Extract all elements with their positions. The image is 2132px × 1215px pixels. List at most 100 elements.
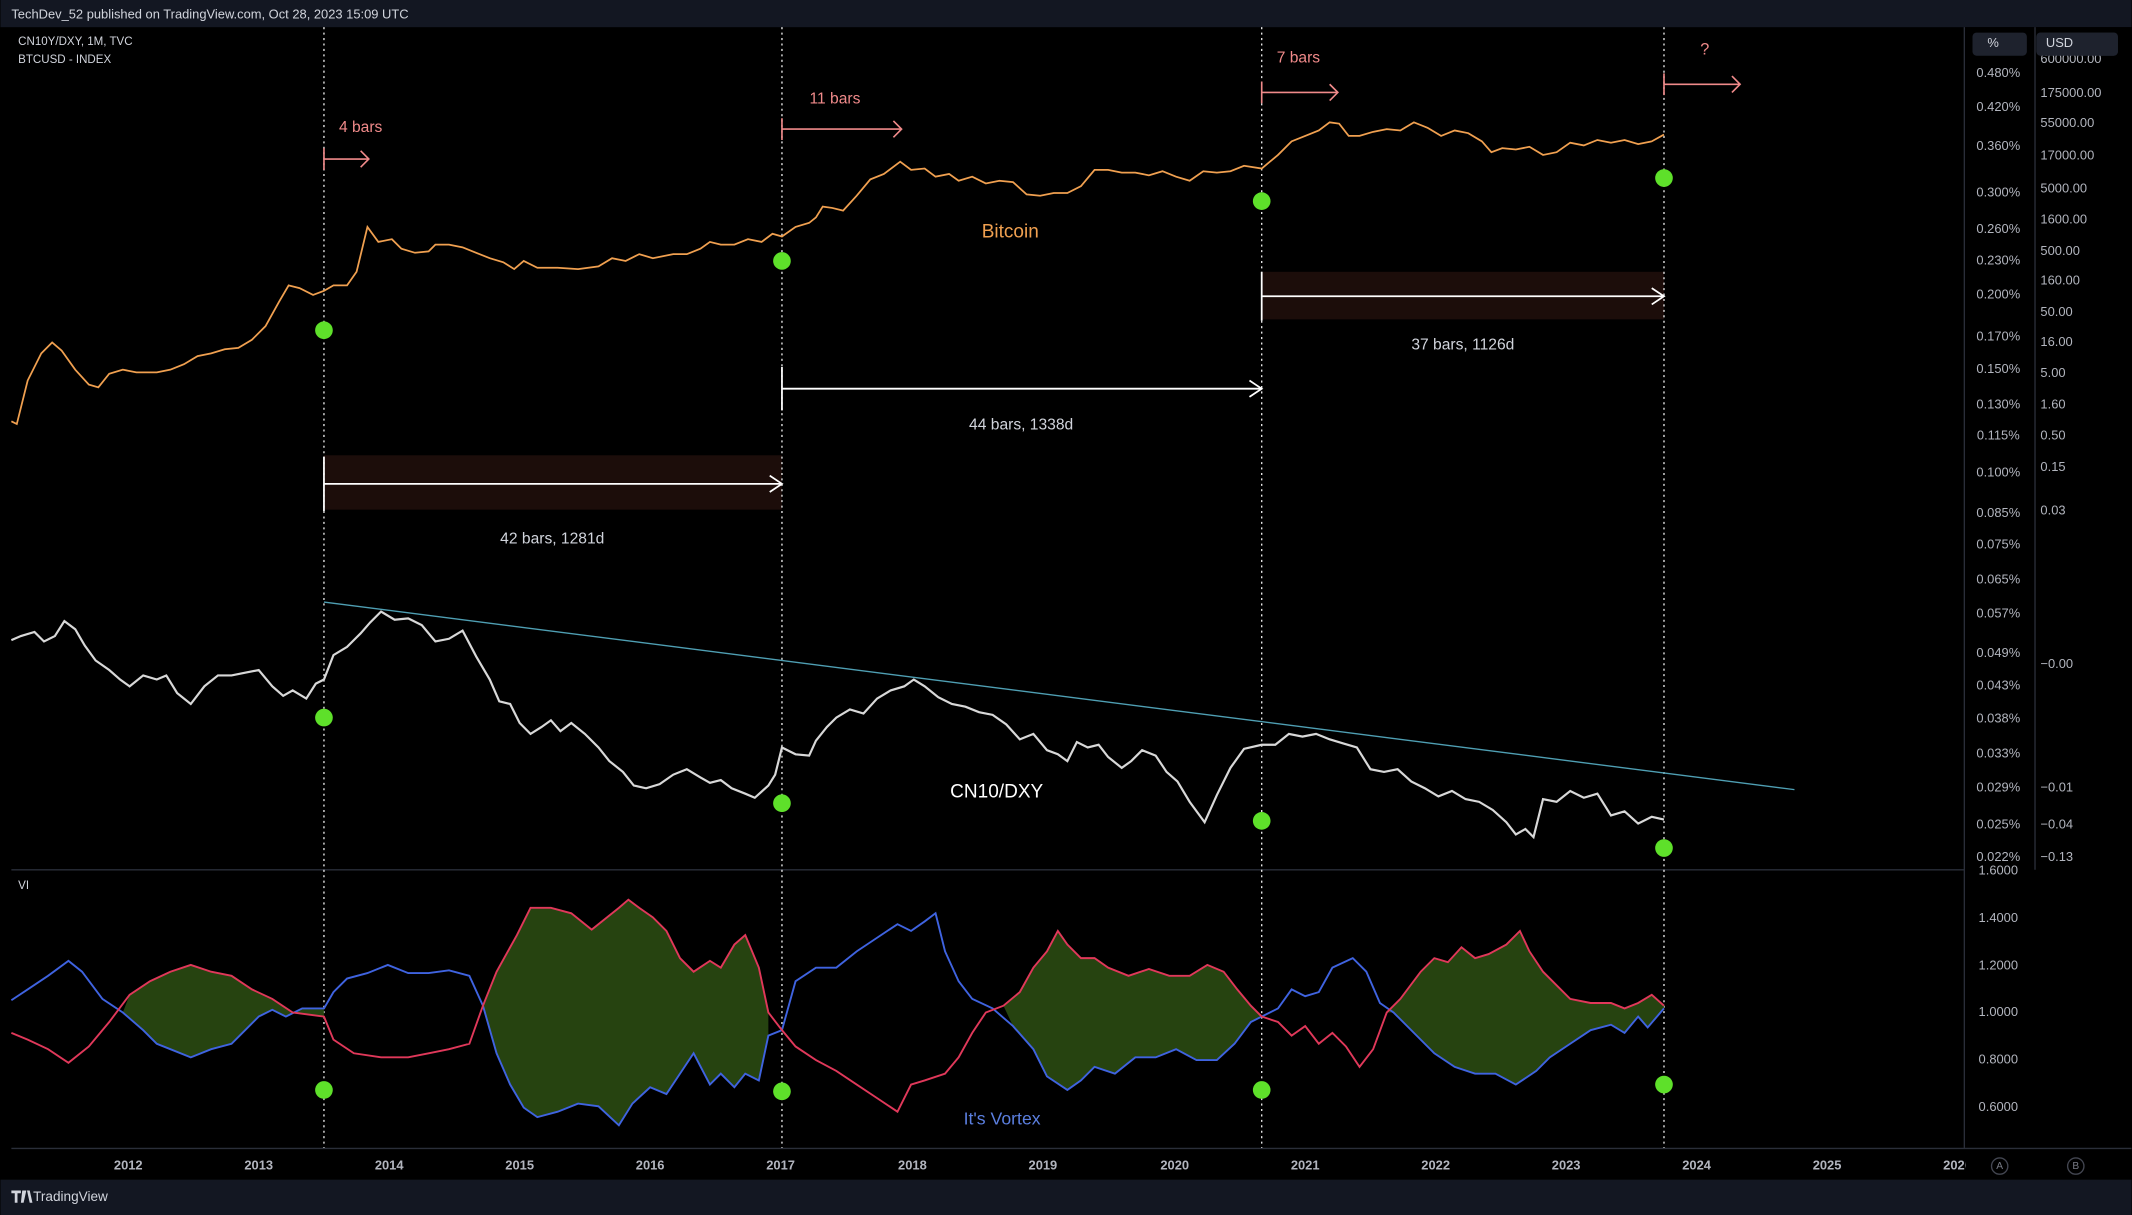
time-axis-label: 2019 [1029, 1157, 1058, 1172]
signal-dot [315, 708, 333, 727]
usd-axis-label: 0.50 [2040, 428, 2065, 443]
percent-axis-label: 0.420% [1976, 99, 2020, 114]
signal-dot [315, 321, 333, 340]
time-axis-label: 2017 [766, 1157, 795, 1172]
short-range-label: 11 bars [810, 90, 861, 107]
time-axis-label: 2016 [636, 1157, 665, 1172]
percent-axis-label: 0.100% [1976, 464, 2020, 479]
series-label: Bitcoin [982, 221, 1039, 242]
usd-axis-label: 16.00 [2040, 334, 2072, 349]
currency-button-label: USD [2046, 35, 2073, 50]
signal-dots [315, 169, 1673, 1101]
signal-dot [1252, 812, 1271, 830]
percent-button-label: % [1987, 35, 1999, 50]
usd-axis-label: −0.04 [2040, 816, 2073, 831]
log-scale-button[interactable] [2066, 1157, 2085, 1175]
series-label: CN10/DXY [950, 781, 1043, 802]
logo [11, 1190, 33, 1203]
percent-axis-label: 0.360% [1976, 138, 2020, 153]
time-axis-label: 2024 [1682, 1157, 1712, 1172]
log-scale-label: B [2072, 1161, 2079, 1172]
axis-mask [2036, 32, 2118, 56]
usd-axis-label: 5000.00 [2040, 180, 2087, 195]
percent-axis-label: 0.065% [1976, 572, 2020, 587]
vortex-fill [122, 964, 324, 1058]
time-axis-label: 2023 [1552, 1157, 1581, 1172]
vortex-fill [482, 899, 769, 1126]
cycle-range-label: 42 bars, 1281d [500, 531, 604, 548]
vi-axis-label: 1.0000 [1979, 1004, 2018, 1019]
percent-axis-label: 0.057% [1976, 606, 2020, 621]
time-axis-label: 2012 [114, 1157, 143, 1172]
signal-dot [1655, 1075, 1673, 1094]
short-range-label: 4 bars [339, 119, 383, 136]
cycle-range-label: 44 bars, 1338d [969, 417, 1073, 434]
time-axis-label: 2021 [1291, 1157, 1320, 1172]
percent-axis-label: 0.130% [1976, 396, 2020, 411]
legend-item: CN10Y/DXY, 1M, TVC [18, 36, 132, 48]
percent-axis-label: 0.043% [1976, 678, 2020, 693]
time-axis-label: 2020 [1160, 1157, 1189, 1172]
published-header: TechDev_52 published on TradingView.com,… [11, 6, 408, 21]
chart-area [11, 271, 1965, 871]
usd-axis-label: 500.00 [2040, 243, 2079, 258]
percent-axis-label: 0.115% [1977, 428, 2020, 443]
top-bar [0, 0, 2132, 28]
signal-dot [1252, 192, 1271, 210]
signal-dot [315, 1081, 333, 1099]
usd-axis-label: 50.00 [2040, 304, 2072, 319]
time-axis-label: 2026 [1943, 1157, 1972, 1172]
axes: 0.480% 0.420% 0.360% 0.300% 0.260% 0.230% 0.20… [114, 32, 2118, 1179]
footer-bar [0, 1179, 2132, 1215]
time-axis-label: 2015 [505, 1157, 534, 1172]
percent-axis-label: 0.075% [1976, 536, 2020, 551]
time-axis-label: 2013 [244, 1157, 273, 1172]
percent-button[interactable] [1972, 32, 2027, 56]
percent-axis-label: 0.022% [1976, 849, 2020, 864]
percent-axis-label: 0.085% [1976, 505, 2020, 520]
percent-axis-label: 0.029% [1976, 780, 2020, 795]
percent-axis-label: 0.049% [1976, 645, 2020, 660]
usd-axis-label: 175000.00 [2040, 85, 2101, 100]
vi-minus-line [11, 898, 1665, 1114]
range-box [323, 455, 782, 510]
percent-axis-label: 0.480% [1976, 65, 2020, 80]
signal-dot [1655, 839, 1673, 857]
usd-axis-label: 1600.00 [2040, 212, 2087, 227]
auto-scale-label: A [1996, 1161, 2003, 1172]
series-lines [10, 121, 1665, 1127]
bitcoin-line [10, 121, 1665, 426]
percent-axis-label: 0.170% [1976, 328, 2020, 343]
vi-axis-label: 1.4000 [1979, 910, 2018, 925]
vortex-fill [1003, 930, 1262, 1090]
time-axis-label: 2018 [898, 1157, 927, 1172]
cycle-range-label: 37 bars, 1126d [1411, 336, 1514, 353]
time-axis-label: 2022 [1421, 1157, 1450, 1172]
usd-axis-label: 17000.00 [2040, 148, 2094, 163]
usd-axis-label: −0.13 [2040, 849, 2073, 864]
percent-axis-label: 0.038% [1976, 710, 2020, 725]
percent-axis-label: 0.260% [1976, 221, 2020, 236]
signal-dot [773, 252, 791, 270]
auto-scale-button[interactable] [1990, 1157, 2009, 1175]
percent-axis-label: 0.150% [1976, 361, 2020, 376]
price-axis-panel [1964, 27, 2132, 1180]
usd-axis-label: −0.00 [2040, 656, 2073, 671]
signal-dot [1252, 1081, 1271, 1099]
usd-axis-label: 5.00 [2040, 365, 2065, 380]
signal-dot [773, 794, 791, 813]
percent-axis-label: 0.033% [1976, 746, 2020, 761]
axis-mask [1965, 1153, 1985, 1179]
indicator-label: VI [18, 880, 29, 892]
range-arrows [323, 271, 1666, 512]
legend-item: BTCUSD - INDEX [18, 54, 111, 66]
percent-axis-label: 0.200% [1976, 286, 2020, 301]
percent-axis-label: 0.230% [1976, 252, 2020, 267]
percent-axis-label: 0.025% [1976, 816, 2020, 831]
short-range-label: ? [1700, 41, 1709, 59]
vi-axis-label: 1.2000 [1979, 958, 2018, 973]
usd-axis-label: 55000.00 [2040, 115, 2094, 130]
usd-axis-label: −0.01 [2040, 780, 2073, 795]
vortex-fill [1386, 930, 1664, 1085]
